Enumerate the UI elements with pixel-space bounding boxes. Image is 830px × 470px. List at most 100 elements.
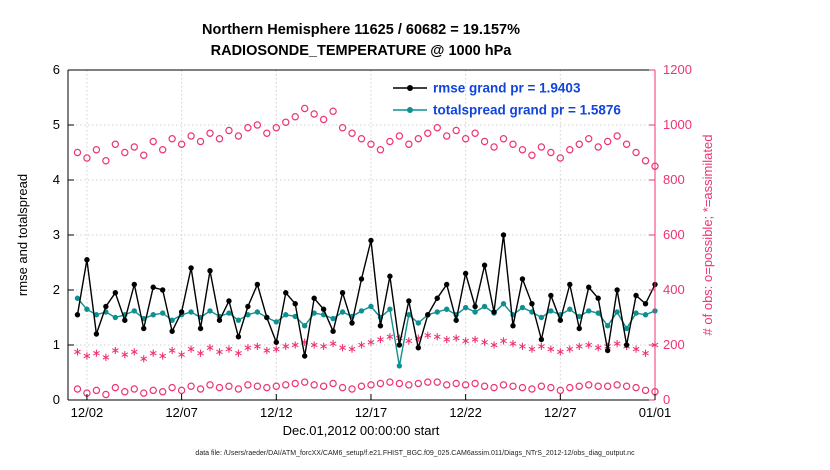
marker-asterisk xyxy=(538,342,545,350)
marker-asterisk xyxy=(547,345,555,353)
marker-open-circle xyxy=(367,140,375,148)
marker-open-circle xyxy=(414,135,423,143)
marker-dot xyxy=(434,309,440,315)
legend: rmse grand pr = 1.9403 totalspread grand … xyxy=(393,81,621,118)
marker-dot xyxy=(614,309,620,315)
marker-asterisk xyxy=(83,352,91,360)
marker-dot xyxy=(283,312,289,318)
marker-dot xyxy=(254,309,261,315)
marker-dot xyxy=(500,232,507,238)
x-tick-label: 12/12 xyxy=(260,405,293,420)
marker-asterisk xyxy=(291,341,299,349)
marker-asterisk xyxy=(159,352,167,360)
series-n-possible xyxy=(73,104,659,170)
marker-dot xyxy=(226,298,232,304)
marker-asterisk xyxy=(130,348,138,356)
marker-dot xyxy=(84,306,90,312)
marker-open-circle xyxy=(395,132,404,140)
marker-open-circle xyxy=(528,151,536,159)
marker-dot xyxy=(216,317,223,323)
marker-dot xyxy=(462,304,469,311)
marker-dot xyxy=(472,303,478,310)
marker-dot xyxy=(150,312,156,318)
marker-asterisk xyxy=(367,338,375,346)
marker-open-circle xyxy=(357,382,366,390)
marker-dot xyxy=(207,268,213,274)
marker-open-circle xyxy=(443,381,451,389)
marker-open-circle xyxy=(499,381,508,389)
left-tick-label: 2 xyxy=(53,282,60,297)
legend-label: totalspread grand pr = 1.5876 xyxy=(433,103,621,118)
marker-open-circle xyxy=(319,115,328,124)
marker-open-circle xyxy=(547,383,555,392)
marker-dot xyxy=(84,257,90,263)
marker-asterisk xyxy=(121,351,129,359)
marker-asterisk xyxy=(197,349,204,357)
marker-dot xyxy=(93,331,100,337)
marker-open-circle xyxy=(556,386,565,395)
marker-asterisk xyxy=(490,341,498,349)
marker-open-circle xyxy=(111,140,120,148)
marker-asterisk xyxy=(386,333,394,341)
marker-open-circle xyxy=(518,383,527,392)
marker-open-circle xyxy=(603,137,612,146)
marker-dot xyxy=(330,328,336,334)
marker-dot xyxy=(538,314,545,321)
marker-open-circle xyxy=(158,388,167,396)
marker-dot xyxy=(415,345,422,351)
marker-open-circle xyxy=(641,386,650,395)
marker-open-circle xyxy=(291,379,299,388)
marker-open-circle xyxy=(196,385,205,393)
x-tick-label: 12/27 xyxy=(544,405,577,420)
marker-open-circle xyxy=(92,386,101,395)
legend-marker-dot xyxy=(407,107,413,113)
data-file-caption: data file: /Users/raeder/DAI/ATM_forcXX/… xyxy=(195,450,635,457)
marker-open-circle xyxy=(225,126,233,135)
marker-open-circle xyxy=(329,107,337,115)
marker-open-circle xyxy=(490,383,498,392)
marker-asterisk xyxy=(329,340,337,348)
marker-asterisk xyxy=(405,337,413,345)
marker-open-circle xyxy=(518,146,527,154)
marker-asterisk xyxy=(168,346,176,355)
marker-open-circle xyxy=(471,379,479,388)
marker-open-circle xyxy=(272,382,280,390)
marker-open-circle xyxy=(433,124,441,132)
marker-dot xyxy=(481,303,488,310)
marker-dot xyxy=(567,306,573,312)
marker-open-circle xyxy=(282,381,290,389)
marker-dot xyxy=(150,284,156,290)
marker-dot xyxy=(557,317,564,323)
marker-asterisk xyxy=(253,342,261,350)
marker-dot xyxy=(548,292,554,299)
marker-dot xyxy=(159,310,166,316)
axes-and-ticks: 0 1 2 3 4 5 6 0 200 400 600 800 1000 1200 12/02 12/07 12… xyxy=(53,62,692,420)
marker-dot xyxy=(254,281,261,288)
legend-label: rmse grand pr = 1.9403 xyxy=(433,81,581,96)
marker-open-circle xyxy=(461,135,470,143)
marker-open-circle xyxy=(452,379,460,388)
marker-open-circle xyxy=(149,386,157,395)
marker-dot xyxy=(425,312,431,318)
marker-asterisk xyxy=(481,338,488,346)
marker-asterisk xyxy=(272,345,280,353)
marker-dot xyxy=(112,290,119,296)
marker-open-circle xyxy=(641,157,650,165)
marker-dot xyxy=(368,237,374,244)
marker-dot xyxy=(519,276,526,282)
marker-asterisk xyxy=(377,335,384,344)
marker-dot xyxy=(406,312,412,318)
marker-open-circle xyxy=(537,382,546,390)
marker-dot xyxy=(595,295,601,301)
marker-dot xyxy=(358,276,365,282)
marker-open-circle xyxy=(509,140,517,148)
marker-dot xyxy=(245,303,251,310)
marker-dot xyxy=(642,312,649,318)
marker-open-circle xyxy=(300,104,309,113)
marker-asterisk xyxy=(225,345,233,353)
marker-open-circle xyxy=(234,132,243,140)
marker-dot xyxy=(623,342,630,348)
marker-open-circle xyxy=(395,379,404,388)
marker-asterisk xyxy=(462,337,470,345)
